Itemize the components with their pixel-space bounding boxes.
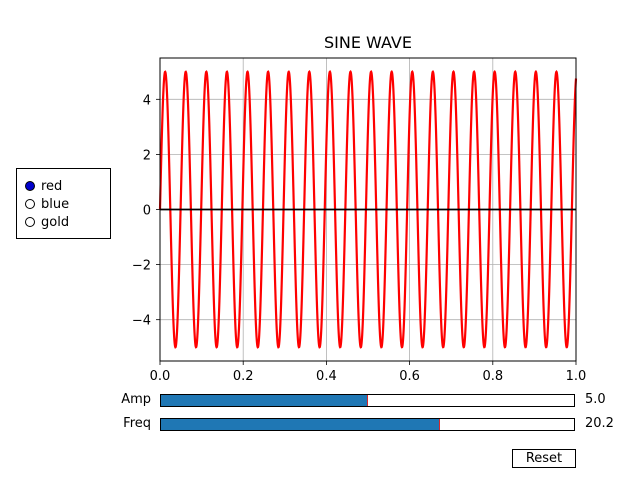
x-tick-label: 0.0 [150,369,171,384]
amp-value: 5.0 [585,392,606,407]
tick-layer: 0.0 0.2 0.4 0.6 0.8 1.0 −4 −2 0 2 4 [132,93,587,384]
x-tick-label: 0.4 [316,369,337,384]
amp-slider-fill [161,395,368,406]
radio-option-red[interactable]: red [25,178,62,194]
x-tick-label: 0.6 [399,369,420,384]
freq-slider-fill [161,419,440,430]
x-tick-label: 0.8 [482,369,503,384]
amp-slider[interactable] [160,394,575,407]
x-tick-label: 0.2 [233,369,254,384]
y-tick-label: −2 [132,259,151,274]
radio-button-icon[interactable] [25,217,35,227]
freq-slider-handle[interactable] [438,419,440,430]
radio-button-icon[interactable] [25,199,35,209]
freq-slider[interactable] [160,418,575,431]
radio-option-label: gold [41,214,70,230]
freq-slider-label: Freq [123,416,151,431]
sine-series-line [158,69,578,349]
y-tick-label: 0 [143,204,151,219]
amp-slider-handle[interactable] [367,395,368,406]
amp-slider-label: Amp [121,392,151,407]
color-radio-panel: red blue gold [16,168,111,239]
y-tick-label: −4 [132,314,151,329]
radio-option-gold[interactable]: gold [25,214,69,230]
y-tick-label: 4 [143,93,151,108]
radio-option-label: red [41,178,63,194]
radio-option-label: blue [41,196,70,212]
series-layer [158,69,578,349]
freq-value: 20.2 [585,416,614,431]
reset-button[interactable]: Reset [512,449,576,468]
radio-option-blue[interactable]: blue [25,196,69,212]
chart-title: SINE WAVE [324,33,412,52]
x-tick-label: 1.0 [566,369,587,384]
y-tick-label: 2 [143,148,151,163]
radio-button-icon[interactable] [25,181,35,191]
